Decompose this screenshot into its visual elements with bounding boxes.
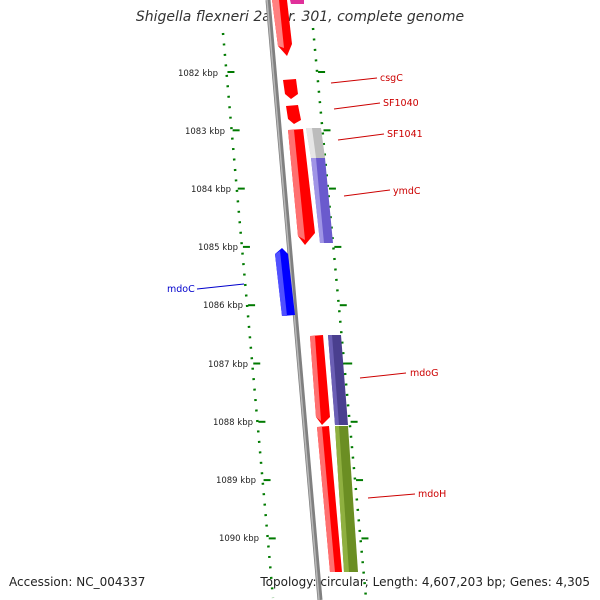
genome-backbone xyxy=(265,0,323,600)
kbp-label: 1086 kbp xyxy=(203,301,243,311)
gene-SF1040 xyxy=(286,105,301,124)
kbp-label: 1084 kbp xyxy=(191,185,231,195)
label-mdoC[interactable]: mdoC xyxy=(167,284,195,295)
gene-csgC xyxy=(283,79,298,99)
label-SF1041[interactable]: SF1041 xyxy=(387,129,423,140)
genome-title: Shigella flexneri 2a str. 301, complete … xyxy=(135,9,465,25)
kbp-label: 1085 kbp xyxy=(198,243,238,253)
accession-text: Accession: NC_004337 xyxy=(9,575,146,589)
topology-text: Topology: circular; Length: 4,607,203 bp… xyxy=(260,575,590,589)
kbp-label: 1082 kbp xyxy=(178,69,218,79)
label-csgC[interactable]: csgC xyxy=(380,73,403,84)
label-mdoG[interactable]: mdoG xyxy=(410,368,438,379)
label-SF1040[interactable]: SF1040 xyxy=(383,98,419,109)
kbp-label: 1090 kbp xyxy=(219,534,259,544)
outer-dotted-guide xyxy=(311,27,368,599)
gene-top-magenta xyxy=(290,0,304,4)
label-mdoH[interactable]: mdoH xyxy=(418,489,446,500)
label-ymdC[interactable]: ymdC xyxy=(393,186,421,197)
inner-dotted-guide xyxy=(221,32,275,599)
kbp-label: 1087 kbp xyxy=(208,360,248,370)
kbp-label: 1089 kbp xyxy=(216,476,256,486)
kbp-label: 1088 kbp xyxy=(213,418,253,428)
kbp-label: 1083 kbp xyxy=(185,127,225,137)
